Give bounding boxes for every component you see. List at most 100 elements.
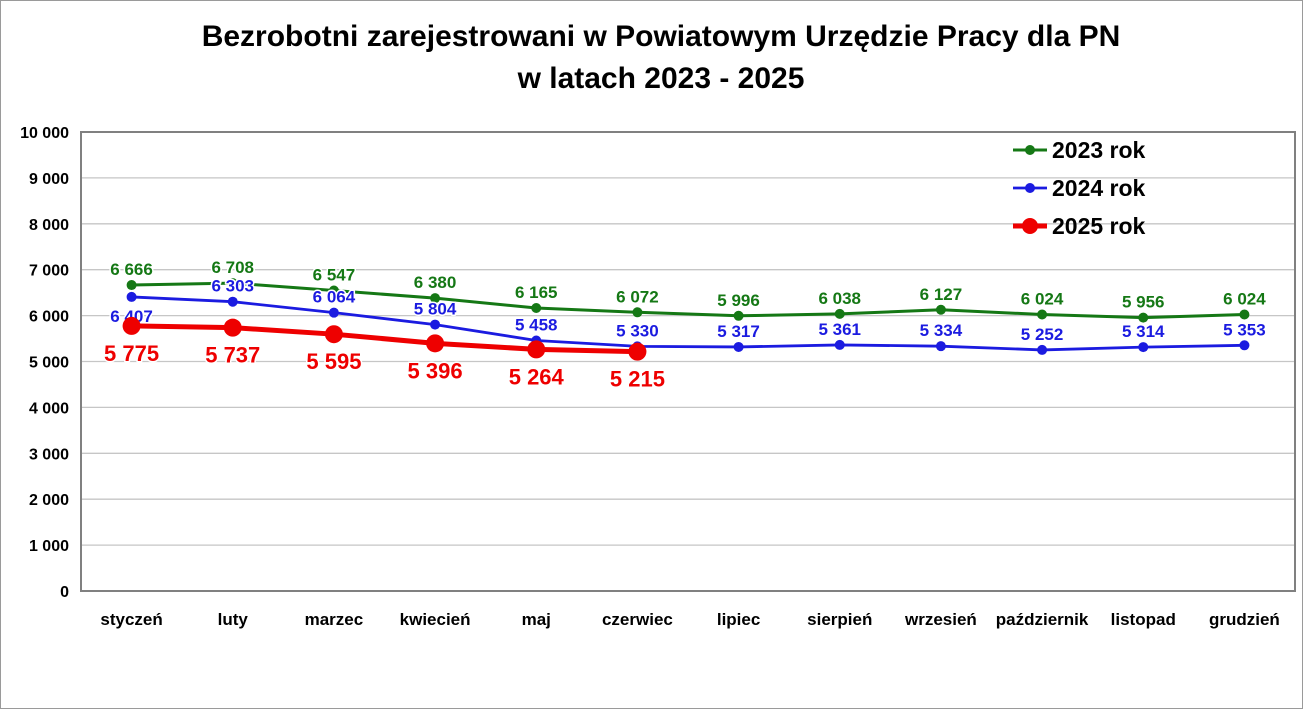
data-label: 6 038 [818,289,861,308]
data-point [1037,309,1048,320]
data-point [935,304,946,315]
data-point [324,325,343,344]
y-axis-tick-label: 4 000 [29,400,69,417]
y-axis-tick-label: 10 000 [20,125,69,142]
data-point [834,308,845,319]
data-point [126,280,137,291]
data-point [1138,342,1149,353]
data-label: 6 064 [313,288,356,307]
y-axis-tick-label: 3 000 [29,446,69,463]
data-point [1037,344,1048,355]
legend-label: 2025 rok [1052,213,1146,239]
y-axis-tick-label: 8 000 [29,217,69,234]
data-label: 5 215 [610,367,665,392]
legend-swatch-marker [1025,145,1035,155]
x-axis-category-label: maj [522,610,551,629]
data-label: 5 361 [818,320,861,339]
x-axis-category-label: grudzień [1209,610,1280,629]
data-point [632,307,643,318]
data-label: 5 396 [408,358,463,383]
data-point [430,293,441,304]
data-point [1239,340,1250,351]
data-label: 5 252 [1021,325,1064,344]
data-point [328,285,339,296]
legend-label: 2024 rok [1052,175,1146,201]
data-point [227,278,238,289]
data-point [531,303,542,314]
legend-label: 2023 rok [1052,137,1146,163]
y-axis-tick-label: 6 000 [29,309,69,326]
data-label: 5 996 [717,291,760,310]
data-point [1239,309,1250,320]
data-label: 6 072 [616,287,659,306]
legend-item-2024-rok: 2024 rok [1013,175,1146,201]
x-axis-category-label: kwiecień [400,610,471,629]
y-axis-tick-label: 0 [60,584,69,601]
data-point [834,339,845,350]
chart-title-line-1: Bezrobotni zarejestrowani w Powiatowym U… [202,20,1121,53]
x-axis-category-label: styczeń [100,610,162,629]
x-axis-category-label: listopad [1111,610,1176,629]
legend-swatch-marker [1025,183,1035,193]
data-label: 5 330 [616,321,659,340]
data-label: 5 737 [205,343,260,368]
plot-area: 0 1 000 2 000 3 000 4 000 5 000 6 000 7 000 8 00… [20,125,1296,629]
x-axis-category-label: październik [996,610,1089,629]
legend: 2023 rok 2024 rok 2025 rok [1013,137,1146,239]
series-line-2023-rok [130,281,1246,320]
data-label: 5 956 [1122,293,1165,312]
x-axis-category-label: marzec [305,610,364,629]
data-label: 6 547 [313,265,356,284]
x-axis-category-label: sierpień [807,610,872,629]
data-point [328,307,339,318]
x-axis-category-label: luty [218,610,249,629]
data-point [527,340,546,359]
chart-title-line-2: w latach 2023 - 2025 [517,62,805,95]
data-label: 6 165 [515,283,558,302]
data-point [223,318,242,337]
y-axis-tick-label: 5 000 [29,355,69,372]
data-point [733,341,744,352]
y-axis-tick-label: 9 000 [29,171,69,188]
data-label: 5 775 [104,341,159,366]
data-label: 6 407 [110,307,153,326]
data-point [126,291,137,302]
data-point [122,316,141,335]
plot-border [80,131,1296,592]
x-axis-category-label: wrzesień [904,610,977,629]
data-label: 6 380 [414,273,457,292]
data-point [426,334,445,353]
data-label: 6 666 [110,260,153,279]
data-label: 6 127 [920,285,963,304]
legend-swatch-marker [1022,218,1038,234]
data-label: 6 303 [211,277,254,296]
data-label: 5 264 [509,364,565,389]
data-point [430,319,441,330]
data-point [733,310,744,321]
data-label: 5 334 [920,321,963,340]
data-label: 5 353 [1223,320,1266,339]
data-point [628,342,647,361]
data-label: 5 595 [306,349,361,374]
data-label: 6 024 [1021,289,1064,308]
x-axis-category-label: czerwiec [602,610,673,629]
data-point [1138,312,1149,323]
legend-item-2025-rok: 2025 rok [1013,213,1146,239]
data-label: 5 458 [515,315,558,334]
series-line-2024-rok [130,295,1246,352]
data-point [227,296,238,307]
data-label: 5 317 [717,322,760,341]
data-label: 5 314 [1122,322,1165,341]
data-label: 6 708 [211,258,254,277]
legend-item-2023-rok: 2023 rok [1013,137,1146,163]
data-point [935,341,946,352]
data-label: 6 024 [1223,289,1266,308]
y-axis-tick-label: 1 000 [29,538,69,555]
y-axis-tick-label: 7 000 [29,263,69,280]
y-axis-tick-label: 2 000 [29,492,69,509]
x-axis-category-label: lipiec [717,610,760,629]
series-line-2025-rok [129,323,640,355]
data-label: 5 804 [414,300,457,319]
